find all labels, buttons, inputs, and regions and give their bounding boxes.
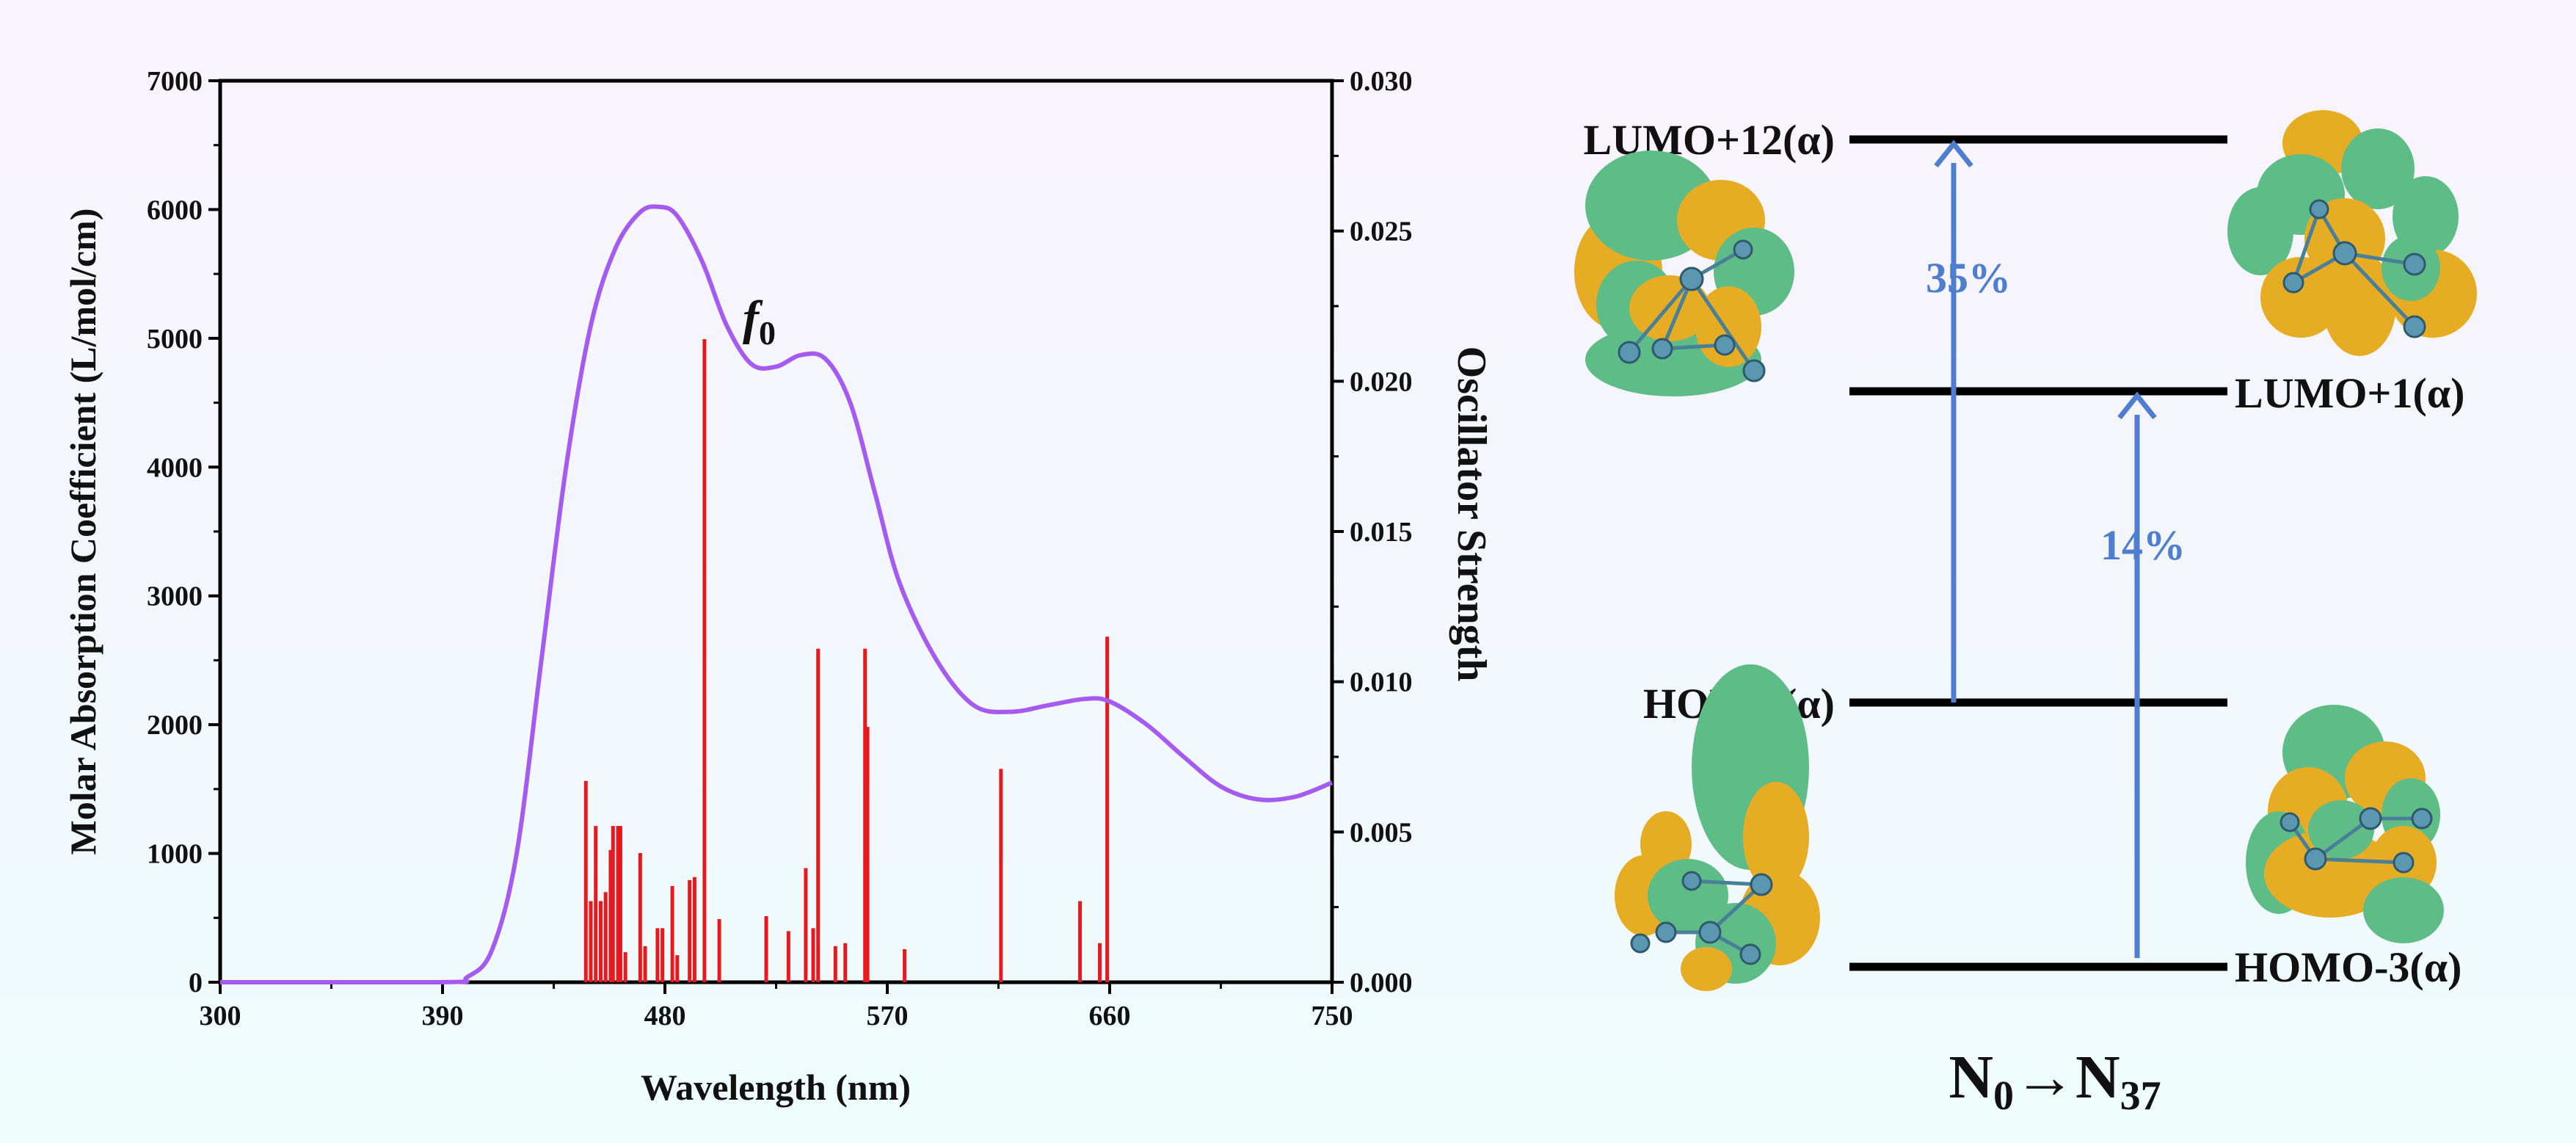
axis-ticks [208,79,1344,994]
caption-main-2: N [2075,1043,2120,1111]
caption-arrow: → [2014,1043,2075,1111]
y-left-tick-labels: 0 1000 2000 3000 4000 5000 6000 7000 [147,66,203,998]
x-tick-label: 750 [1311,1001,1353,1031]
y-left-tick-label: 3000 [147,581,203,612]
orbital-lumo1-image [2227,110,2477,356]
plot-frame [218,79,1334,984]
curve-label: f0 [743,291,776,352]
y-left-tick-label: 0 [189,968,203,998]
level-label-lumo12: LUMO+12(α) [1584,116,1835,164]
y-right-axis-title: Oscillator Strength [1449,346,1494,682]
y-right-tick-labels: 0.000 0.005 0.010 0.015 0.020 0.025 0.030 [1350,66,1413,998]
y-right-tick-label: 0.020 [1350,366,1413,397]
oscillator-sticks [583,339,1110,982]
orbital-lumo12-image [1574,150,1794,396]
y-left-tick-label: 1000 [147,839,203,870]
x-tick-labels: 300 390 480 570 660 750 [200,1001,1353,1031]
caption-sub-2: 37 [2120,1073,2161,1119]
absorption-curve [220,204,1334,985]
y-right-tick-label: 0.010 [1350,667,1413,698]
x-tick-label: 660 [1089,1001,1131,1031]
level-label-lumo1: LUMO+1(α) [2235,369,2464,417]
y-left-tick-label: 7000 [147,66,203,97]
y-right-tick-label: 0.000 [1350,968,1413,998]
x-tick-label: 390 [422,1001,464,1031]
y-right-tick-label: 0.030 [1350,66,1413,97]
curve-label-sub: 0 [759,314,776,352]
caption-sub-1: 0 [1993,1073,2014,1119]
transition-arrow-14 [2117,391,2157,958]
y-left-axis-title: Molar Absorption Coefficient (L/mol/cm) [62,208,103,855]
transition-percent-35: 35% [1926,254,2011,302]
spectrum-chart: 300 390 480 570 660 750 0 1000 2000 3000 4000 5000… [62,66,1494,1108]
orbital-homo-image [1615,664,1820,991]
y-right-tick-label: 0.015 [1350,517,1413,548]
orbital-homo3-image [2246,705,2444,943]
transition-percent-14: 14% [2100,521,2186,569]
x-tick-label: 480 [644,1001,686,1031]
y-right-tick-label: 0.005 [1350,817,1413,848]
level-label-homo3: HOMO-3(α) [2235,943,2462,991]
y-left-tick-label: 4000 [147,452,203,483]
transition-diagram: LUMO+12(α) LUMO+1(α) HOMO(α) HOMO-3(α) 3… [1574,110,2477,1119]
caption-main-1: N [1949,1043,1993,1111]
y-left-tick-label: 5000 [147,324,203,355]
y-left-tick-label: 6000 [147,195,203,225]
x-tick-label: 570 [867,1001,909,1031]
x-axis-title: Wavelength (nm) [641,1067,911,1108]
y-right-tick-label: 0.025 [1350,217,1413,247]
x-tick-label: 300 [200,1001,241,1031]
y-left-tick-label: 2000 [147,710,203,741]
transition-arrow-35 [1934,139,1973,703]
transition-caption: N0→N37 [1949,1043,2161,1119]
